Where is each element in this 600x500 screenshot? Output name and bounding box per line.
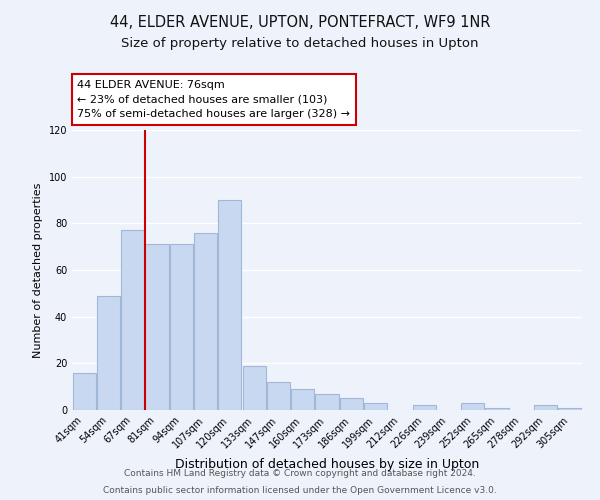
Bar xyxy=(485,408,509,410)
Bar xyxy=(218,200,241,410)
Bar xyxy=(559,408,581,410)
Bar xyxy=(316,394,338,410)
Text: 44, ELDER AVENUE, UPTON, PONTEFRACT, WF9 1NR: 44, ELDER AVENUE, UPTON, PONTEFRACT, WF9… xyxy=(110,15,490,30)
Bar xyxy=(340,398,363,410)
Text: Contains public sector information licensed under the Open Government Licence v3: Contains public sector information licen… xyxy=(103,486,497,495)
Bar xyxy=(364,403,387,410)
Bar xyxy=(97,296,120,410)
Bar xyxy=(534,406,557,410)
Y-axis label: Number of detached properties: Number of detached properties xyxy=(33,182,43,358)
Text: Size of property relative to detached houses in Upton: Size of property relative to detached ho… xyxy=(121,38,479,51)
Text: 44 ELDER AVENUE: 76sqm
← 23% of detached houses are smaller (103)
75% of semi-de: 44 ELDER AVENUE: 76sqm ← 23% of detached… xyxy=(77,80,350,119)
Bar xyxy=(413,406,436,410)
Bar xyxy=(194,232,217,410)
X-axis label: Distribution of detached houses by size in Upton: Distribution of detached houses by size … xyxy=(175,458,479,471)
Bar xyxy=(461,403,484,410)
Bar xyxy=(145,244,169,410)
Bar xyxy=(267,382,290,410)
Bar xyxy=(170,244,193,410)
Bar xyxy=(121,230,144,410)
Bar xyxy=(73,372,95,410)
Bar xyxy=(291,389,314,410)
Bar xyxy=(242,366,266,410)
Text: Contains HM Land Registry data © Crown copyright and database right 2024.: Contains HM Land Registry data © Crown c… xyxy=(124,468,476,477)
